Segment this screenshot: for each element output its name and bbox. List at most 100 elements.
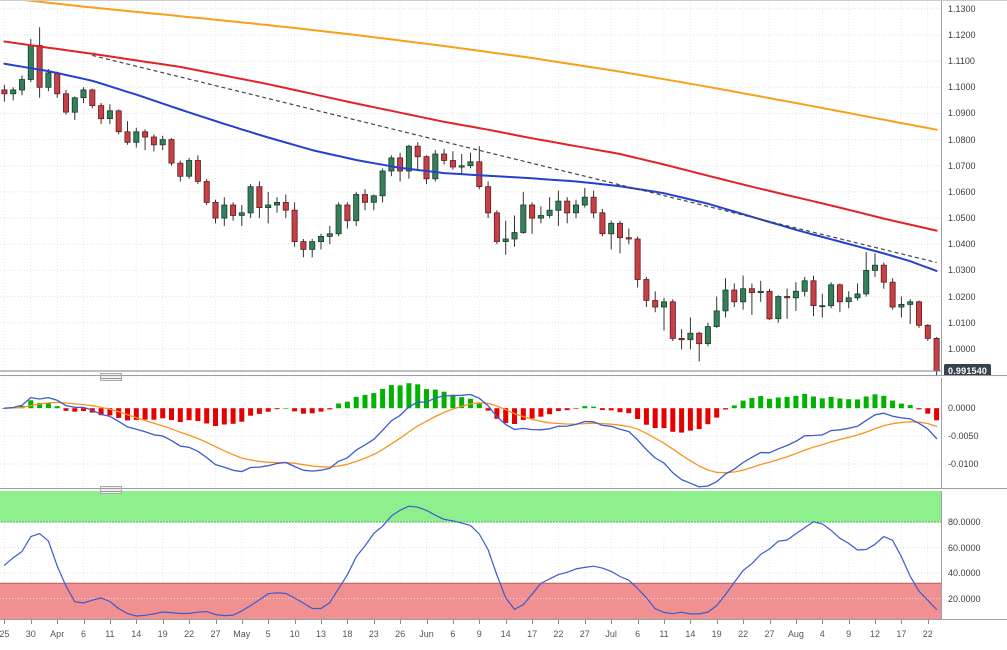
macd-hist-bar-down xyxy=(925,408,931,414)
bull-candle xyxy=(520,204,527,233)
bull-candle xyxy=(335,204,342,235)
macd-hist-bar-down xyxy=(133,408,139,420)
bear-candle xyxy=(766,290,773,320)
macd-hist-bar-up xyxy=(846,399,852,409)
macd-hist-bar-down xyxy=(643,408,649,425)
bull-candle xyxy=(722,289,729,312)
x-tick-mark xyxy=(664,620,665,624)
bull-candle xyxy=(819,305,826,308)
bull-candle xyxy=(238,212,245,216)
bear-candle xyxy=(889,281,896,308)
macd-hist-bar-up xyxy=(362,394,368,409)
bear-candle xyxy=(933,337,940,372)
bull-candle xyxy=(863,269,870,295)
macd-hist-bar-up xyxy=(881,395,887,409)
bull-candle xyxy=(907,301,914,305)
macd-hist-bar-down xyxy=(213,408,218,426)
macd-hist-bar-down xyxy=(670,408,676,432)
bull-candle xyxy=(159,139,166,146)
macd-panel[interactable] xyxy=(0,378,941,488)
macd-hist-bar-down xyxy=(177,408,183,422)
macd-hist-bar-up xyxy=(907,405,913,409)
horizontal-gridlines xyxy=(0,521,941,600)
macd-hist-bar-down xyxy=(300,408,306,414)
bear-candle xyxy=(230,204,237,216)
bear-candle xyxy=(836,284,843,303)
macd-hist-bar-down xyxy=(494,408,500,419)
bear-candle xyxy=(731,289,738,303)
macd-hist-bar-up xyxy=(775,397,781,409)
bull-candle xyxy=(757,290,764,293)
x-tick-mark xyxy=(136,620,138,624)
bear-candle xyxy=(150,136,157,146)
bull-candle xyxy=(467,161,474,167)
macd-hist-bar-up xyxy=(45,402,51,409)
panel-resize-handle[interactable] xyxy=(100,486,122,494)
macd-hist-bar-down xyxy=(221,408,227,425)
overbought-zone xyxy=(0,491,941,522)
bear-candle xyxy=(485,186,492,214)
x-tick-mark xyxy=(83,620,85,624)
price-tick-label: 1.0200 xyxy=(948,292,976,302)
bull-candle xyxy=(845,297,852,303)
bear-candle xyxy=(63,93,70,113)
macd-hist-bar-down xyxy=(169,408,174,420)
macd-hist-bar-up xyxy=(388,385,394,409)
bear-candle xyxy=(98,105,105,120)
macd-hist-bar-down xyxy=(520,408,526,420)
bull-candle xyxy=(898,303,905,308)
bear-candle xyxy=(414,145,421,158)
price-tick-label: 1.0400 xyxy=(948,239,976,249)
bull-candle xyxy=(317,235,324,242)
bull-candle xyxy=(273,201,280,206)
bull-candle xyxy=(10,89,17,95)
x-tick-label: 13 xyxy=(315,629,327,639)
bear-candle xyxy=(748,288,755,294)
x-tick-label: 4 xyxy=(819,629,825,639)
macd-hist-bar-down xyxy=(617,408,623,413)
x-tick-mark xyxy=(505,620,507,624)
macd-hist-bar-down xyxy=(635,408,641,419)
price-tick-label: 1.1000 xyxy=(948,82,976,92)
price-tick-label: 1.0700 xyxy=(948,161,976,171)
macd-hist-bar-up xyxy=(898,403,904,409)
macd-hist-bar-up xyxy=(54,406,60,409)
macd-tick-label: -0.0050 xyxy=(948,431,979,441)
x-tick-label: 14 xyxy=(131,629,142,639)
macd-hist-bar-up xyxy=(353,396,359,409)
candlestick-chart[interactable] xyxy=(0,1,941,375)
x-tick-mark xyxy=(927,620,929,624)
x-tick-label: 5 xyxy=(265,629,271,639)
x-tick-mark xyxy=(848,620,850,624)
x-tick-mark xyxy=(637,620,639,624)
macd-hist-bar-up xyxy=(37,402,43,409)
macd-hist-bar-down xyxy=(696,408,702,430)
macd-hist-bar-down xyxy=(723,408,728,410)
macd-hist-bar-down xyxy=(107,408,113,416)
bear-candle xyxy=(142,131,149,138)
macd-chart[interactable] xyxy=(0,378,941,488)
macd-hist-bar-up xyxy=(450,394,456,409)
panel-divider xyxy=(0,373,1007,381)
main-price-panel[interactable] xyxy=(0,1,941,375)
x-tick-label: 22 xyxy=(184,629,195,639)
x-tick-mark xyxy=(400,620,402,624)
macd-hist-bar-down xyxy=(309,408,315,414)
macd-hist-bar-down xyxy=(195,408,201,421)
bear-candle xyxy=(696,332,703,345)
x-tick-mark xyxy=(109,620,111,624)
bull-candle xyxy=(608,222,615,235)
macd-hist-bar-up xyxy=(371,393,377,409)
stochastic-panel[interactable] xyxy=(0,491,941,619)
bear-candle xyxy=(810,280,817,306)
x-tick-label: 30 xyxy=(25,629,36,639)
x-tick-mark xyxy=(162,620,164,624)
bull-candle xyxy=(186,160,193,177)
bear-candle xyxy=(344,204,351,222)
bull-candle xyxy=(379,170,386,197)
macd-hist-bar-down xyxy=(538,408,544,417)
x-tick-label: 10 xyxy=(289,629,300,639)
vertical-gridlines xyxy=(3,1,929,375)
panel-resize-handle[interactable] xyxy=(100,373,122,381)
stochastic-chart[interactable] xyxy=(0,491,941,619)
